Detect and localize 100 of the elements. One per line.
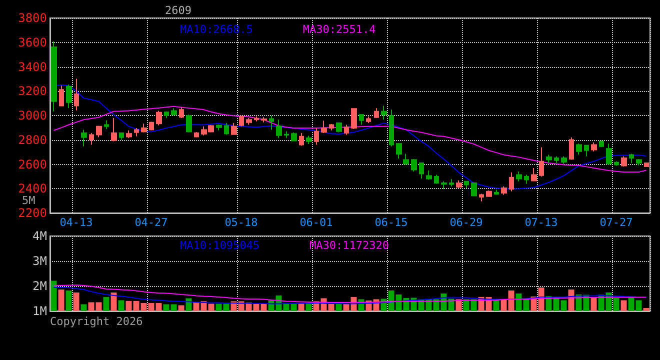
- candlestick: [194, 132, 199, 138]
- candlestick: [81, 129, 87, 147]
- y-tick-label: 3200: [18, 84, 47, 98]
- candlestick: [126, 130, 132, 139]
- y-tick-label: 3600: [18, 35, 47, 50]
- candlestick: [524, 174, 529, 184]
- text: MA10:1095045: [180, 239, 260, 252]
- candlestick: [516, 170, 522, 182]
- text: MA30:2551.4: [302, 23, 376, 36]
- candlestick: [321, 120, 327, 134]
- y-tick-label: 3M: [32, 254, 47, 268]
- candlestick: [344, 124, 349, 136]
- candlestick: [134, 128, 139, 137]
- candlestick: [149, 121, 154, 131]
- candlestick: [314, 128, 319, 146]
- candlestick: [561, 156, 567, 164]
- line-series: [53, 106, 647, 173]
- candlestick: [366, 116, 371, 124]
- candlestick: [636, 158, 642, 166]
- candlestick: [336, 122, 342, 133]
- candlestick: [546, 154, 552, 164]
- candlestick: [464, 180, 469, 189]
- y-tick-label: 3000: [18, 108, 47, 122]
- candlestick: [629, 153, 634, 164]
- y-tick-label: 2800: [18, 132, 47, 147]
- candlestick: [381, 105, 387, 120]
- y-tick-label: 2400: [18, 182, 47, 196]
- y-tick-label: 2600: [18, 157, 47, 172]
- y-tick-label: 3800: [18, 11, 47, 25]
- candlestick: [539, 146, 544, 177]
- candlestick: [621, 156, 627, 167]
- y-tick-label: 1M: [32, 304, 47, 318]
- candlestick: [179, 106, 184, 119]
- candlestick: [479, 193, 484, 202]
- candlestick: [531, 168, 537, 182]
- candlestick: [576, 143, 582, 156]
- candlestick: [509, 172, 514, 192]
- candlestick: [351, 108, 357, 130]
- candlestick: [494, 189, 499, 196]
- candlestick: [554, 156, 559, 164]
- candlestick: [164, 110, 169, 119]
- candlestick: [329, 124, 334, 131]
- candlestick: [389, 109, 394, 147]
- chart-title: 2609: [165, 4, 192, 17]
- candlestick: [59, 85, 64, 107]
- text: MA10:2668.5: [180, 23, 253, 36]
- candlestick: [374, 108, 379, 119]
- x-tick-label: 07-13: [524, 216, 558, 229]
- candlestick: [261, 116, 267, 123]
- x-tick-label: 06-01: [300, 216, 333, 229]
- candlestick: [291, 132, 297, 142]
- candlestick: [299, 132, 304, 146]
- candlestick: [411, 158, 417, 172]
- candlestick: [51, 40, 57, 112]
- candlestick: [306, 135, 312, 145]
- x-tick-label: 04-13: [60, 216, 93, 229]
- y-tick-label: 2M: [32, 279, 47, 293]
- candlestick: [396, 142, 402, 160]
- candlestick: [584, 144, 589, 157]
- candlestick: [119, 132, 124, 140]
- x-tick-label: 05-18: [224, 216, 258, 229]
- text: 5M: [22, 194, 36, 207]
- candlestick: [449, 178, 454, 187]
- candlestick: [434, 174, 439, 184]
- candlestick: [403, 153, 409, 166]
- candlestick: [591, 142, 597, 152]
- text: Copyright 2026: [50, 315, 143, 328]
- candlestick: [606, 143, 612, 166]
- candlestick: [254, 116, 259, 122]
- y-tick-label: 3400: [18, 60, 47, 74]
- candlestick: [89, 132, 94, 146]
- candlestick: [171, 108, 177, 116]
- text: MA30:1172320: [309, 239, 389, 252]
- candlestick: [614, 160, 619, 166]
- candlestick: [359, 114, 364, 126]
- candlestick: [599, 140, 604, 148]
- candlestick: [419, 162, 424, 180]
- candlestick: [426, 170, 432, 180]
- candlestick: [216, 124, 222, 131]
- candlestick: [239, 115, 244, 127]
- candlestick: [104, 120, 109, 130]
- candlestick: [441, 180, 447, 190]
- candlestick: [66, 84, 72, 109]
- x-tick-label: 04-27: [134, 216, 168, 229]
- candlestick: [231, 122, 237, 136]
- candlestick: [486, 190, 492, 197]
- candlestick: [246, 118, 252, 126]
- x-tick-label: 06-29: [450, 216, 483, 229]
- candlestick: [276, 119, 282, 139]
- candlestick: [269, 115, 274, 130]
- x-tick-label: 06-15: [374, 216, 408, 229]
- candlestick: [471, 182, 477, 196]
- candlestick: [501, 186, 507, 196]
- candlestick: [569, 136, 574, 160]
- candlestick: [96, 125, 102, 138]
- candlestick: [284, 130, 289, 139]
- y-tick-label: 4M: [32, 229, 47, 243]
- candlestick: [456, 180, 462, 189]
- candlestick: [74, 78, 79, 111]
- candlestick: [156, 110, 162, 126]
